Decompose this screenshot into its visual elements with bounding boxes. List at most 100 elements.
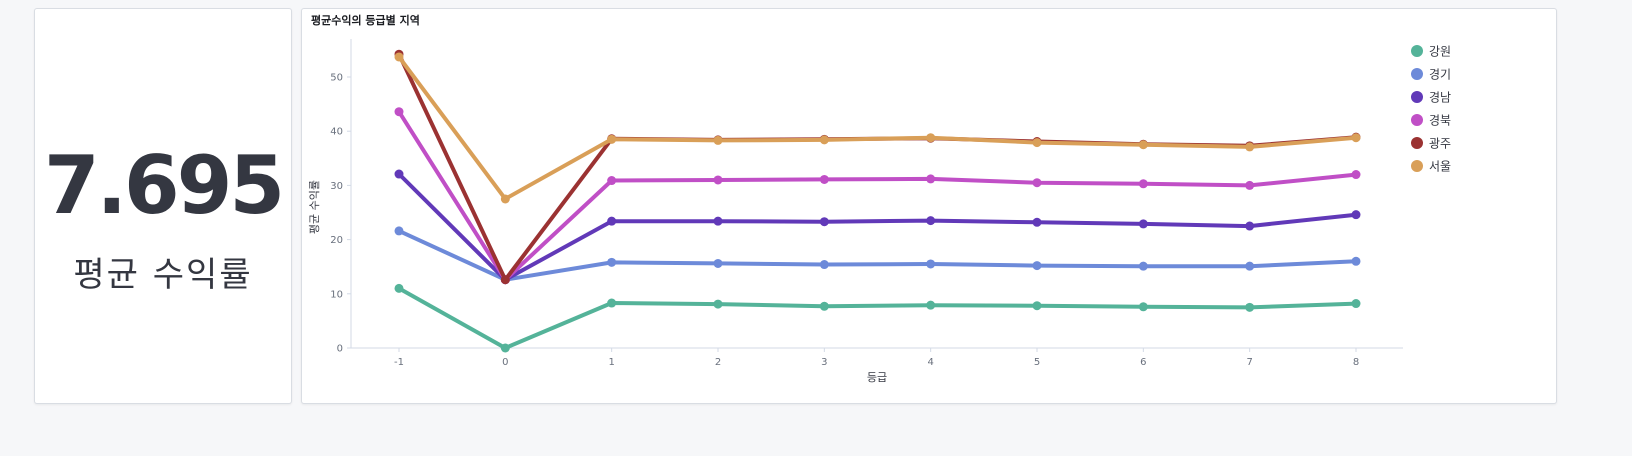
y-axis-title: 평균 수익률 bbox=[308, 180, 321, 234]
legend-item: 경기 bbox=[1411, 68, 1451, 82]
series-강원 bbox=[394, 283, 1361, 353]
data-point bbox=[819, 301, 829, 311]
data-point bbox=[607, 176, 617, 186]
series-line bbox=[397, 228, 1358, 282]
data-point bbox=[394, 52, 404, 62]
data-point bbox=[394, 107, 404, 117]
metric-label: 평균 수익률 bbox=[73, 255, 253, 295]
series-line bbox=[397, 286, 1358, 350]
data-point bbox=[713, 258, 723, 268]
data-point bbox=[1245, 302, 1255, 312]
line-chart: 0 10 20 30 40 50 -1 0 1 2 3 4 5 6 7 8 등급 평균 수익률 강원경기경남경북광… bbox=[308, 39, 1451, 384]
data-point bbox=[926, 300, 936, 310]
legend-swatch bbox=[1411, 91, 1423, 103]
y-tick-label: 40 bbox=[330, 127, 343, 138]
series-line bbox=[397, 54, 1358, 201]
data-point bbox=[607, 298, 617, 308]
data-point bbox=[1032, 217, 1042, 227]
legend-label: 경남 bbox=[1429, 91, 1451, 105]
legend-item: 강원 bbox=[1411, 45, 1451, 59]
x-tick-label: 0 bbox=[502, 357, 508, 368]
legend-swatch bbox=[1411, 137, 1423, 149]
series-서울 bbox=[394, 52, 1361, 204]
legend-swatch bbox=[1411, 160, 1423, 172]
data-point bbox=[1351, 256, 1361, 266]
data-point bbox=[926, 174, 936, 184]
data-point bbox=[1032, 301, 1042, 311]
data-point bbox=[1245, 261, 1255, 271]
legend-swatch bbox=[1411, 114, 1423, 126]
y-tick-label: 30 bbox=[330, 181, 343, 192]
x-tick-label: 6 bbox=[1140, 357, 1146, 368]
data-point bbox=[819, 217, 829, 227]
legend-label: 강원 bbox=[1429, 45, 1451, 59]
y-tick-label: 10 bbox=[330, 289, 343, 300]
x-tick-label: 2 bbox=[715, 357, 721, 368]
data-point bbox=[1032, 138, 1042, 148]
series-경기 bbox=[394, 226, 1361, 285]
x-tick-label: 1 bbox=[608, 357, 614, 368]
data-point bbox=[1245, 142, 1255, 152]
chart-lines bbox=[394, 49, 1361, 353]
data-point bbox=[1245, 221, 1255, 231]
data-point bbox=[819, 174, 829, 184]
chart-axes: 0 10 20 30 40 50 -1 0 1 2 3 4 5 6 7 8 등급 평균 수익률 bbox=[308, 39, 1403, 384]
data-point bbox=[1032, 178, 1042, 188]
data-point bbox=[500, 275, 510, 285]
data-point bbox=[926, 216, 936, 226]
legend-item: 광주 bbox=[1411, 137, 1451, 151]
x-tick-label: -1 bbox=[394, 357, 404, 368]
data-point bbox=[607, 134, 617, 144]
series-line bbox=[397, 172, 1358, 282]
data-point bbox=[394, 283, 404, 293]
legend-item: 경북 bbox=[1411, 114, 1451, 128]
x-tick-label: 4 bbox=[927, 357, 933, 368]
data-point bbox=[819, 135, 829, 145]
legend-item: 서울 bbox=[1411, 160, 1451, 174]
y-tick-label: 50 bbox=[330, 73, 343, 84]
data-point bbox=[713, 216, 723, 226]
data-point bbox=[394, 169, 404, 179]
data-point bbox=[819, 260, 829, 270]
data-point bbox=[1138, 219, 1148, 229]
series-line bbox=[397, 109, 1358, 282]
data-point bbox=[607, 257, 617, 267]
data-point bbox=[713, 135, 723, 145]
legend-label: 경북 bbox=[1429, 114, 1451, 128]
x-tick-label: 5 bbox=[1034, 357, 1040, 368]
data-point bbox=[713, 299, 723, 309]
chart-title: 평균수익의 등급별 지역 bbox=[311, 14, 420, 27]
data-point bbox=[1032, 261, 1042, 271]
data-point bbox=[1138, 302, 1148, 312]
series-경북 bbox=[394, 107, 1361, 285]
metric-value: 7.695 bbox=[43, 139, 285, 232]
x-axis-title: 등급 bbox=[867, 371, 887, 384]
legend-swatch bbox=[1411, 68, 1423, 80]
x-tick-label: 3 bbox=[821, 357, 827, 368]
legend-swatch bbox=[1411, 45, 1423, 57]
legend-label: 서울 bbox=[1429, 160, 1451, 174]
data-point bbox=[1351, 170, 1361, 180]
data-point bbox=[926, 133, 936, 143]
data-point bbox=[500, 194, 510, 204]
data-point bbox=[1138, 261, 1148, 271]
y-tick-label: 0 bbox=[337, 344, 343, 355]
legend-label: 광주 bbox=[1429, 137, 1451, 151]
data-point bbox=[1351, 299, 1361, 309]
data-point bbox=[713, 175, 723, 185]
data-point bbox=[394, 226, 404, 236]
data-point bbox=[1138, 140, 1148, 150]
metric-panel: 7.695 평균 수익률 bbox=[34, 8, 292, 404]
x-tick-label: 8 bbox=[1353, 357, 1359, 368]
legend-item: 경남 bbox=[1411, 91, 1451, 105]
data-point bbox=[1351, 133, 1361, 143]
chart-panel: 평균수익의 등급별 지역 0 10 20 30 40 50 -1 0 1 2 3 4 5 6 7 8 등급 평균 … bbox=[301, 8, 1557, 404]
data-point bbox=[1351, 210, 1361, 220]
data-point bbox=[500, 343, 510, 353]
x-tick-label: 7 bbox=[1246, 357, 1252, 368]
data-point bbox=[607, 216, 617, 226]
data-point bbox=[1138, 179, 1148, 189]
legend-label: 경기 bbox=[1429, 68, 1451, 82]
data-point bbox=[926, 259, 936, 269]
